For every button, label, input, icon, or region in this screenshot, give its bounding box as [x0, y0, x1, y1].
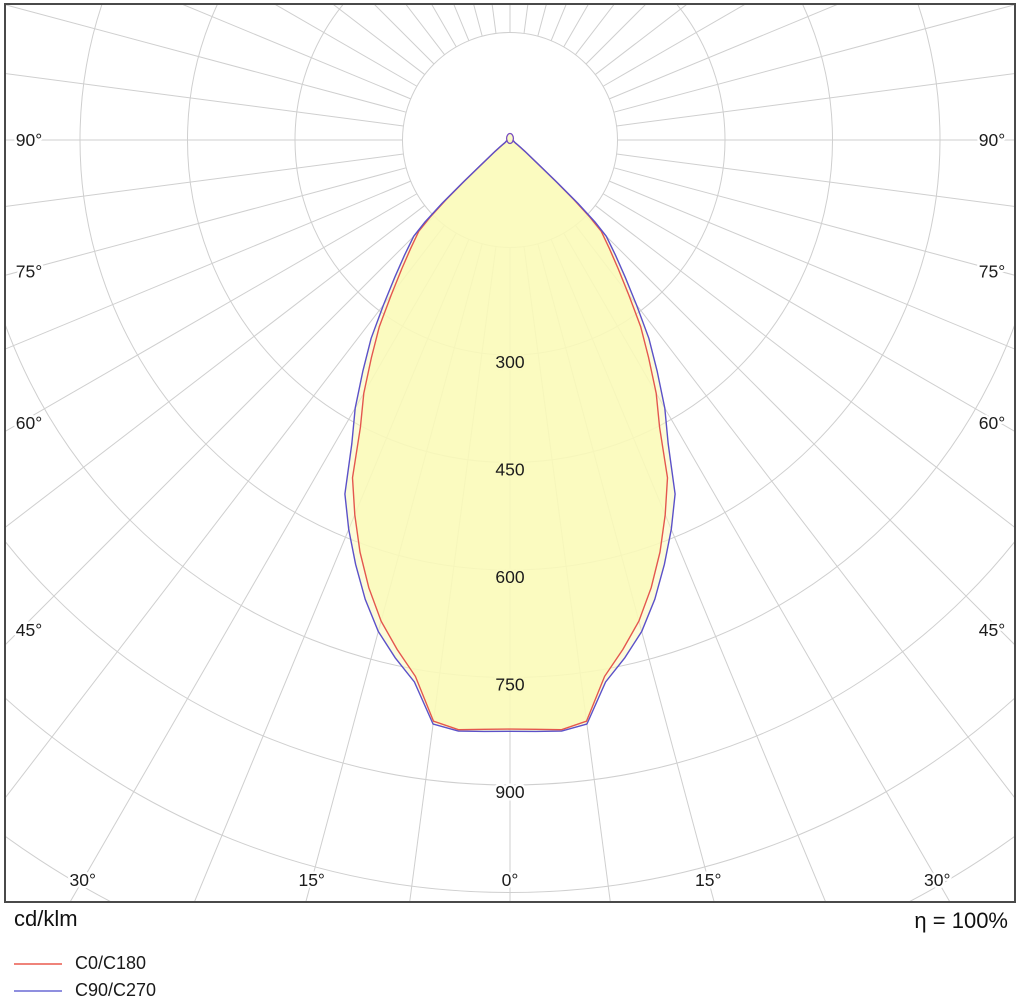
grid-spoke-97.5 — [616, 73, 1014, 127]
grid-spoke-307.5 — [6, 205, 426, 528]
legend-item-c0-c180: C0/C180 — [14, 950, 156, 977]
plot-labels: 300 450 600 750 900 30° 15° 0° 15° 30° 90° 90° 75° 75… — [13, 128, 1007, 893]
grid-spoke-150 — [563, 5, 589, 48]
grid-spoke-67.5 — [609, 180, 1014, 350]
beam-fill-c0-c180 — [352, 140, 668, 730]
grid-spoke-315 — [6, 215, 435, 645]
grid-spoke-255 — [6, 5, 407, 113]
angle-label-left-45: 45° — [16, 620, 42, 640]
angle-label-left-90: 90° — [16, 130, 42, 150]
grid-spoke-157.5 — [550, 5, 567, 41]
grid-spoke-292.5 — [6, 180, 411, 350]
ring-label-300: 300 — [495, 352, 524, 372]
legend-line-blue — [14, 989, 62, 992]
grid-spoke-75 — [613, 167, 1014, 276]
grid-spoke-172.5 — [523, 5, 529, 34]
angle-label-bottom-0: 0° — [502, 870, 519, 890]
legend-label: C0/C180 — [75, 953, 147, 973]
grid-spoke-240 — [275, 5, 418, 87]
angle-label-bottom-15: 15° — [298, 870, 324, 890]
angle-label-right-90: 90° — [979, 130, 1005, 150]
grid-spoke-187.5 — [491, 5, 497, 34]
legend-line-red — [14, 962, 62, 965]
grid-spoke-300 — [6, 193, 418, 432]
ring-label-750: 750 — [495, 675, 524, 695]
angle-label-right-45: 45° — [979, 620, 1005, 640]
angle-label-bottom-30: 30° — [924, 870, 950, 890]
ring-label-600: 600 — [495, 567, 524, 587]
grid-spoke-285 — [6, 167, 407, 276]
angle-label-right-75: 75° — [979, 261, 1005, 281]
grid-spoke-82.5 — [616, 153, 1014, 207]
angle-label-left-60: 60° — [16, 413, 42, 433]
grid-spoke-247.5 — [182, 5, 411, 100]
angle-label-right-60: 60° — [979, 413, 1005, 433]
grid-spoke-37.5 — [575, 224, 1014, 798]
grid-spoke-165 — [537, 5, 547, 37]
grid-spoke-277.5 — [6, 153, 404, 207]
grid-spoke-52.5 — [594, 205, 1014, 528]
angle-label-bottom-30: 30° — [70, 870, 96, 890]
grid-spoke-127.5 — [594, 5, 687, 75]
curve-c90-c270 — [344, 139, 676, 733]
angle-label-bottom-15: 15° — [695, 870, 721, 890]
ring-label-450: 450 — [495, 460, 524, 480]
ring-label-900: 900 — [495, 782, 524, 802]
plot-border — [4, 3, 1016, 903]
grid-spoke-60 — [602, 193, 1014, 432]
legend: C0/C180 C90/C270 — [14, 950, 156, 1004]
grid-spoke-142.5 — [575, 5, 615, 56]
grid-spoke-202.5 — [453, 5, 470, 41]
beam-curves — [344, 132, 676, 733]
units-label: cd/klm — [14, 906, 78, 931]
grid-spoke-105 — [613, 5, 1014, 113]
grid-spoke-232.5 — [333, 5, 426, 75]
grid-spoke-195 — [473, 5, 483, 37]
apex-loop — [505, 132, 515, 145]
efficiency-label: η = 100% — [914, 908, 1008, 933]
grid-spoke-120 — [602, 5, 745, 87]
legend-item-c90-c270: C90/C270 — [14, 977, 156, 1004]
legend-label: C90/C270 — [75, 980, 157, 1000]
angle-label-left-75: 75° — [16, 261, 42, 281]
grid-spoke-322.5 — [6, 224, 445, 798]
grid-spoke-262.5 — [6, 73, 404, 127]
grid-spoke-112.5 — [609, 5, 838, 100]
grid-spoke-210 — [431, 5, 457, 48]
grid-spoke-45 — [585, 215, 1014, 645]
